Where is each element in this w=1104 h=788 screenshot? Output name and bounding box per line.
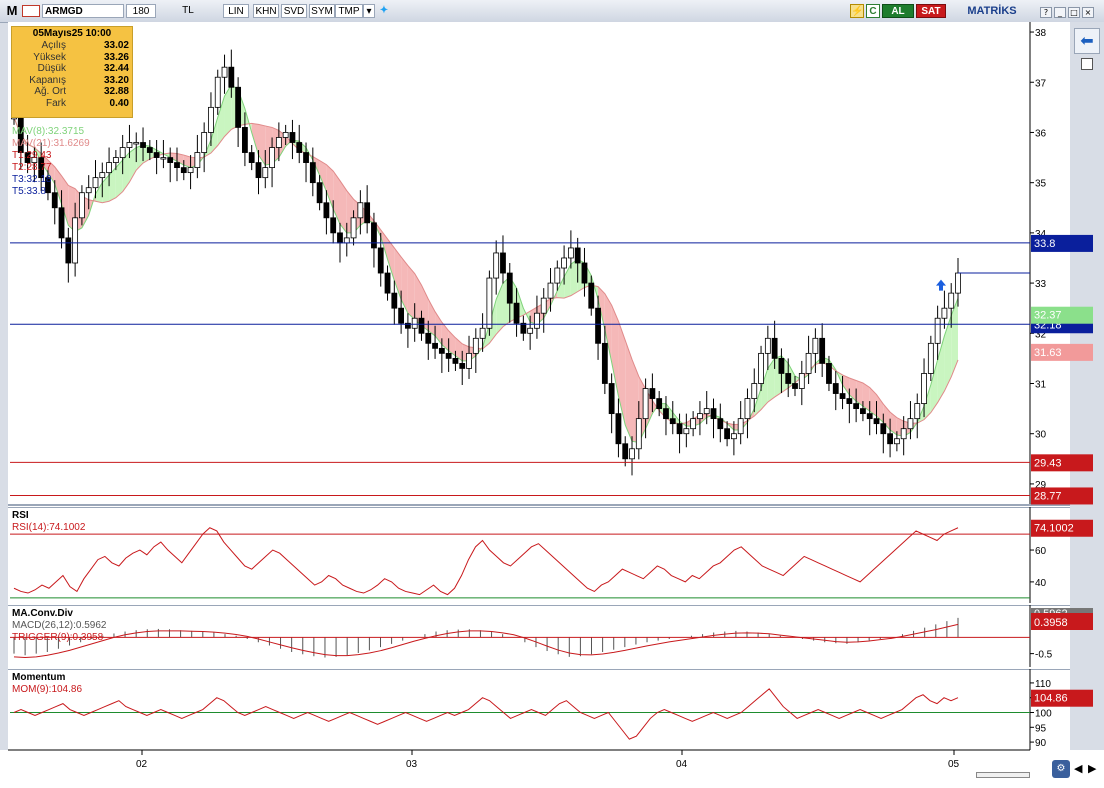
close-icon[interactable]: × [1082, 7, 1094, 18]
toolbar: M ARMGD 180 TL LIN KHN SVD SYM TMP ▾ ✦ ⚡… [0, 0, 1104, 23]
ohlc-label: Düşük [37, 63, 66, 74]
scroll-left-icon[interactable]: ◀ [1074, 762, 1083, 775]
ohlc-row-diff: Fark 0.40 [12, 98, 132, 110]
ohlc-label: Ağ. Ort [34, 86, 66, 97]
scroll-bar[interactable] [976, 772, 1030, 778]
time-axis-bar: ⚙ ◀ ▶ [0, 750, 1104, 788]
period-field[interactable]: 180 [126, 4, 156, 18]
back-arrow-icon[interactable]: ⬅ [1074, 28, 1100, 54]
ohlc-row-open: Açılış 33.02 [12, 40, 132, 52]
lin-button[interactable]: LIN [223, 4, 249, 18]
svd-button[interactable]: SVD [281, 4, 307, 18]
symbol-field[interactable]: ARMGD [42, 4, 124, 18]
ohlc-row-high: Yüksek 33.26 [12, 52, 132, 64]
panel-toggle-icon[interactable] [1081, 58, 1093, 70]
ohlc-row-low: Düşük 32.44 [12, 63, 132, 75]
tmp-button[interactable]: TMP [335, 4, 363, 18]
sell-button[interactable]: SAT [916, 4, 946, 18]
side-strip: ⬅ [1070, 22, 1104, 782]
ohlc-label: Kapanış [29, 74, 66, 86]
sym-button[interactable]: SYM [309, 4, 335, 18]
ohlc-value: 33.02 [103, 40, 129, 51]
khn-button[interactable]: KHN [253, 4, 279, 18]
brand-logo: MATRİKS [967, 5, 1017, 17]
refresh-icon[interactable]: C [866, 4, 880, 18]
chart-area[interactable] [8, 22, 1030, 750]
price-axis [1030, 22, 1070, 750]
ohlc-date: 05Mayıs25 10:00 [32, 28, 112, 39]
currency-label[interactable]: TL [182, 5, 194, 16]
app-logo[interactable]: M [6, 3, 18, 18]
ohlc-row-close: Kapanış 33.20 [12, 75, 132, 87]
ohlc-info-box: 05Mayıs25 10:00 Açılış 33.02 Yüksek 33.26 … [11, 26, 133, 118]
ohlc-row-avg: Ağ. Ort 32.88 [12, 86, 132, 98]
ohlc-value: 33.26 [103, 51, 129, 63]
ohlc-value: 32.88 [103, 86, 129, 97]
ohlc-label: Açılış [41, 40, 66, 51]
minimize-icon[interactable]: _ [1054, 7, 1066, 18]
twitter-icon[interactable]: ✦ [379, 5, 389, 16]
lightning-icon[interactable]: ⚡ [850, 4, 864, 18]
chevron-down-icon[interactable]: ▾ [363, 4, 375, 18]
help-icon[interactable]: ? [1040, 7, 1052, 18]
flag-icon [22, 5, 40, 17]
ohlc-value: 33.20 [103, 74, 129, 86]
settings-icon[interactable]: ⚙ [1052, 760, 1070, 778]
maximize-icon[interactable]: □ [1068, 7, 1080, 18]
scroll-right-icon[interactable]: ▶ [1088, 762, 1097, 775]
ohlc-value: 0.40 [109, 97, 129, 109]
ohlc-value: 32.44 [103, 63, 129, 74]
buy-button[interactable]: AL [882, 4, 914, 18]
ohlc-label: Yüksek [33, 51, 66, 63]
ohlc-label: Fark [46, 97, 66, 109]
